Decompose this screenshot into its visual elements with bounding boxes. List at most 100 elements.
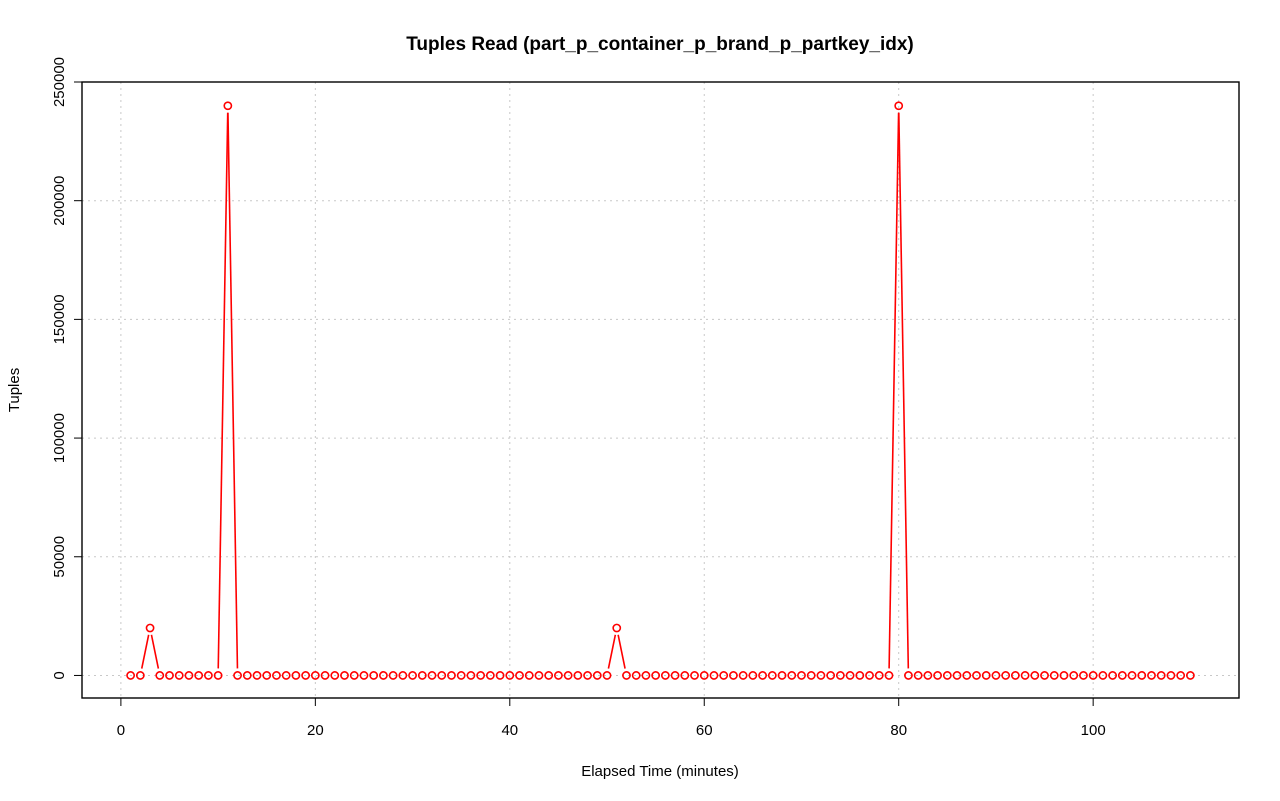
data-point: [845, 671, 855, 680]
data-point: [904, 671, 913, 680]
data-point: [184, 671, 194, 680]
series-segment: [617, 634, 626, 669]
data-point: [826, 671, 836, 680]
data-point: [602, 671, 612, 680]
x-axis-label: Elapsed Time (minutes): [581, 763, 739, 780]
y-tick-label: 150000: [51, 294, 68, 344]
data-point: [670, 671, 680, 680]
data-point: [865, 671, 874, 680]
data-point: [690, 671, 699, 680]
series-segment: [227, 112, 239, 669]
data-point: [252, 671, 262, 680]
series-segment: [150, 634, 160, 669]
y-axis-label: Tuples: [6, 368, 23, 412]
data-point: [456, 671, 466, 680]
data-point: [816, 671, 826, 680]
data-point: [651, 671, 661, 680]
data-point: [1079, 671, 1088, 680]
data-point: [359, 671, 369, 680]
data-point: [1001, 671, 1011, 680]
data-point: [554, 671, 563, 680]
data-point: [1166, 671, 1176, 680]
data-point: [933, 671, 942, 680]
data-point: [126, 671, 136, 680]
data-point: [699, 671, 709, 680]
data-point: [748, 671, 758, 680]
data-point: [135, 671, 145, 680]
series-points: [126, 101, 1195, 680]
data-point: [291, 671, 301, 680]
data-point: [330, 671, 340, 680]
data-point: [262, 671, 272, 680]
data-point: [1059, 671, 1069, 680]
data-point: [466, 671, 476, 680]
data-point: [203, 671, 213, 680]
data-point: [1040, 671, 1049, 680]
data-point: [388, 671, 398, 680]
x-tick-label: 20: [307, 722, 324, 739]
data-point: [447, 671, 456, 680]
data-point: [942, 671, 952, 680]
data-point: [213, 671, 223, 680]
data-point: [991, 671, 1001, 680]
data-point: [379, 671, 388, 680]
data-point: [369, 671, 379, 680]
data-point: [680, 671, 690, 680]
data-point: [1108, 671, 1118, 680]
data-point: [835, 671, 845, 680]
data-point: [145, 623, 155, 633]
data-point: [320, 671, 330, 680]
data-point: [631, 671, 641, 680]
data-point: [622, 671, 631, 680]
data-point: [242, 671, 252, 680]
series-line: [140, 112, 910, 669]
data-point: [1088, 671, 1098, 680]
series-segment: [607, 634, 617, 669]
data-point: [155, 671, 165, 680]
data-point: [223, 101, 233, 111]
data-point: [534, 671, 544, 680]
data-point: [1010, 671, 1020, 680]
data-point: [641, 671, 651, 680]
y-tick-label: 250000: [51, 57, 68, 107]
x-tick-label: 100: [1081, 722, 1106, 739]
data-point: [1185, 671, 1195, 680]
data-point: [758, 671, 767, 680]
x-tick-label: 40: [501, 722, 518, 739]
data-point: [874, 671, 884, 680]
data-point: [524, 671, 534, 680]
x-axis: 0 20 40 60 80 100: [117, 697, 1106, 739]
data-point: [806, 671, 816, 680]
data-point: [729, 671, 738, 680]
data-point: [1156, 671, 1166, 680]
data-point: [660, 671, 670, 680]
y-tick-label: 100000: [51, 413, 68, 463]
data-point: [884, 671, 894, 680]
data-point: [505, 671, 515, 680]
data-point: [1147, 671, 1156, 680]
data-point: [272, 671, 281, 680]
data-point: [719, 671, 729, 680]
data-point: [1049, 671, 1059, 680]
data-point: [476, 671, 486, 680]
data-point: [281, 671, 291, 680]
data-point: [349, 671, 359, 680]
data-point: [738, 671, 748, 680]
data-point: [233, 671, 242, 680]
data-point: [1127, 671, 1137, 680]
data-point: [1069, 671, 1079, 680]
chart-title: Tuples Read (part_p_container_p_brand_p_…: [406, 34, 914, 55]
data-point: [592, 671, 602, 680]
data-point: [310, 671, 320, 680]
data-point: [495, 671, 505, 680]
data-point: [913, 671, 923, 680]
data-point: [952, 671, 962, 680]
data-point: [340, 671, 349, 680]
data-point: [174, 671, 184, 680]
data-point: [787, 671, 797, 680]
data-point: [563, 671, 573, 680]
data-point: [1020, 671, 1030, 680]
data-point: [1176, 671, 1186, 680]
data-point: [427, 671, 437, 680]
